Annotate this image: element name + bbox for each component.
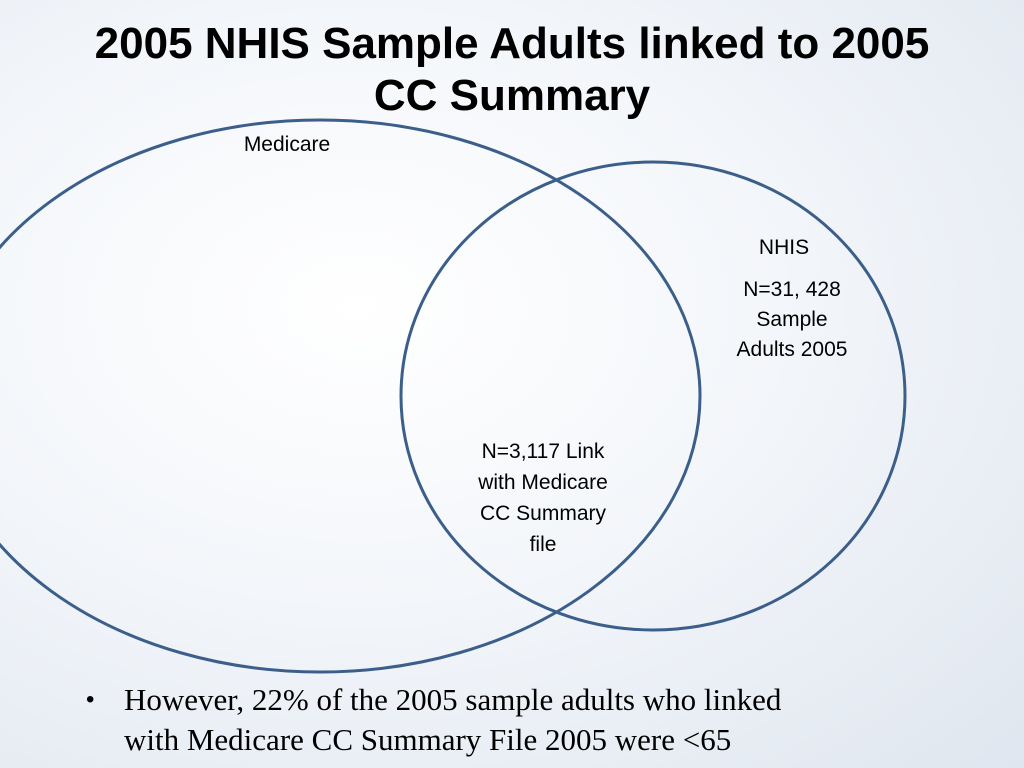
nhis-count-line: Adults 2005 (736, 338, 848, 361)
overlap-count-line: with Medicare (478, 471, 608, 494)
bullet-list: • However, 22% of the 2005 sample adults… (86, 680, 986, 760)
bullet-text-line: However, 22% of the 2005 sample adults w… (124, 682, 782, 717)
overlap-count-line: N=3,117 Link (481, 440, 605, 463)
slide-title-line-1: 2005 NHIS Sample Adults linked to 2005 (94, 19, 930, 68)
medicare-set-circle (0, 118, 702, 674)
bullet-item: • However, 22% of the 2005 sample adults… (86, 680, 986, 760)
nhis-set-circle (399, 160, 907, 632)
overlap-linked-count: N=3,117 Link with Medicare CC Summary fi… (452, 436, 634, 560)
slide-title-line-2: CC Summary (373, 71, 651, 120)
nhis-sample-count: N=31, 428 Sample Adults 2005 (712, 275, 872, 365)
nhis-count-line: Sample (756, 308, 828, 331)
overlap-count-line: CC Summary (479, 502, 606, 525)
slide-title: 2005 NHIS Sample Adults linked to 2005 C… (0, 18, 1024, 122)
overlap-count-line: file (529, 533, 557, 556)
medicare-set-label: Medicare (243, 133, 331, 156)
bullet-text-line: with Medicare CC Summary File 2005 were … (124, 722, 732, 757)
bullet-dot-icon: • (86, 686, 95, 713)
nhis-count-line: N=31, 428 (743, 278, 841, 301)
nhis-set-label: NHIS (758, 236, 810, 259)
